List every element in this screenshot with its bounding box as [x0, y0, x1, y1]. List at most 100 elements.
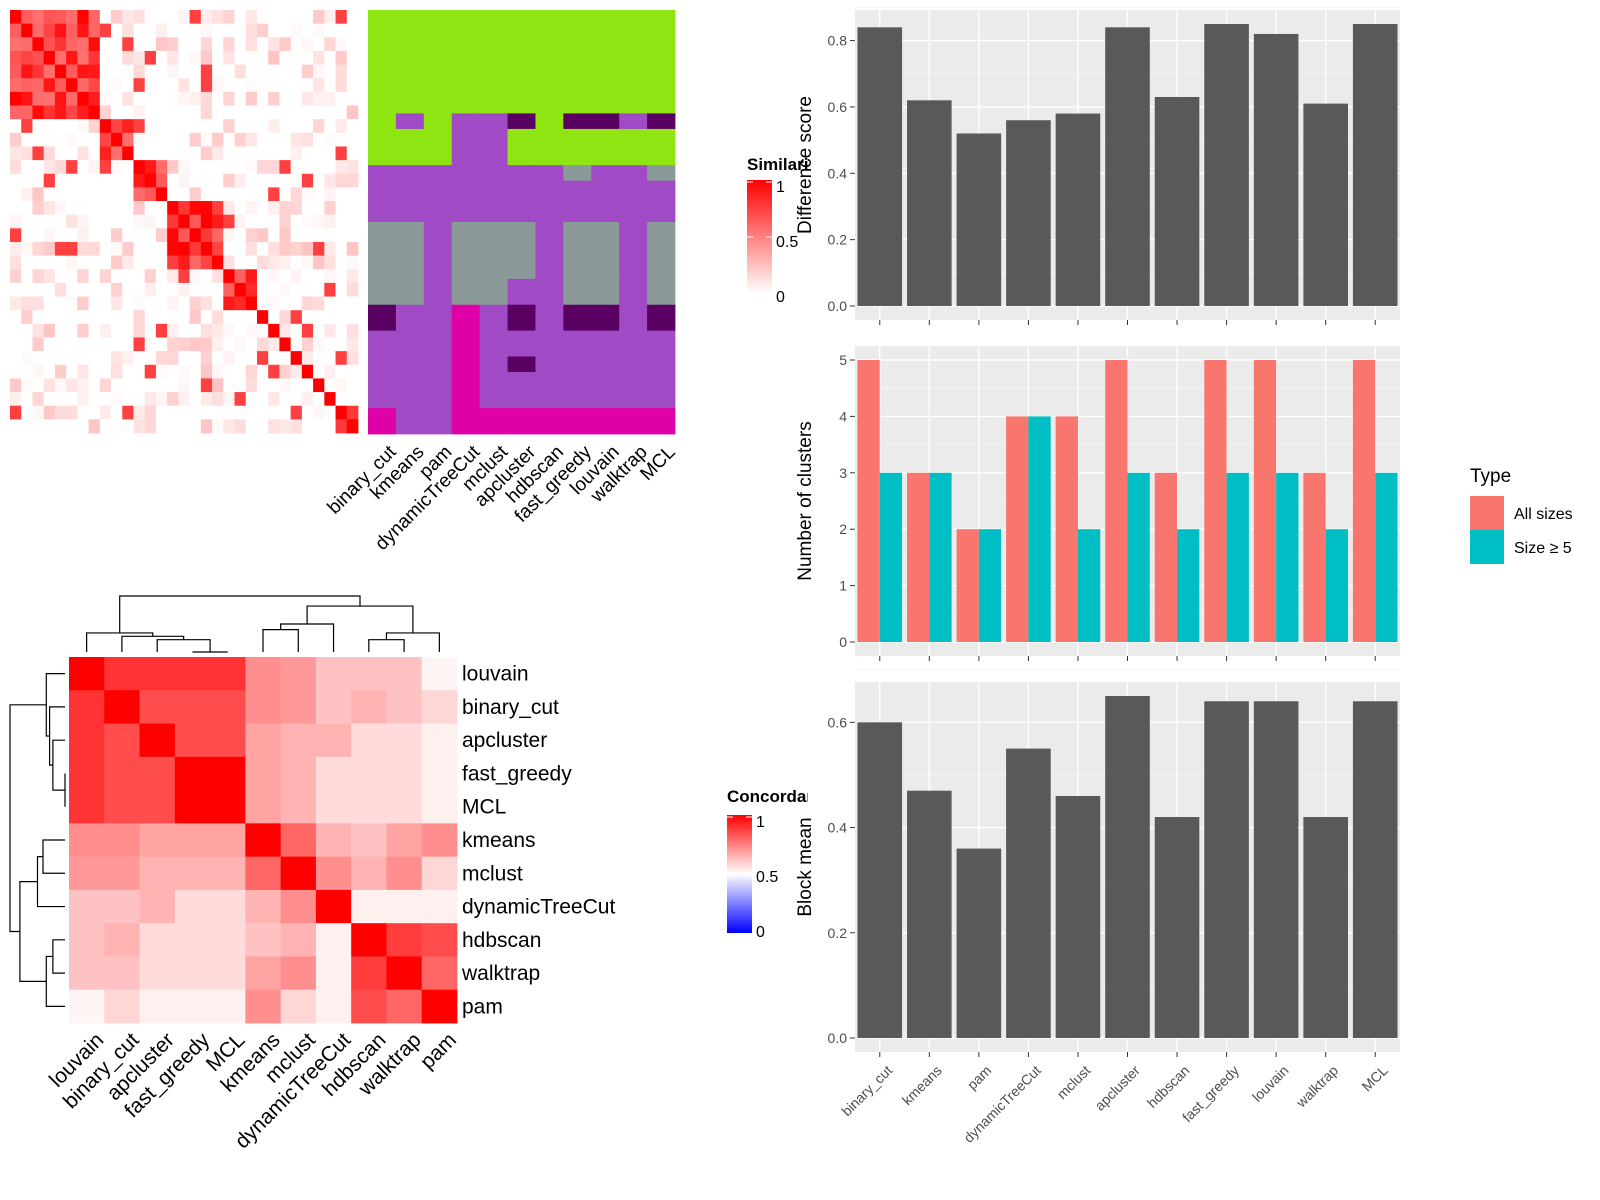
similarity-cell: [32, 91, 45, 106]
similarity-cell: [290, 146, 303, 161]
cluster-cell: [507, 113, 536, 130]
similarity-cell: [133, 405, 146, 420]
similarity-cell: [279, 296, 292, 311]
cluster-cell: [535, 330, 564, 357]
concordance-cell: [174, 723, 211, 758]
similarity-cell: [178, 337, 191, 352]
concordance-cell: [69, 956, 105, 991]
similarity-cell: [324, 173, 336, 188]
similarity-cell: [324, 310, 336, 325]
similarity-cell: [144, 146, 157, 161]
similarity-cell: [21, 364, 33, 379]
similarity-cell: [324, 10, 336, 25]
similarity-cell: [313, 160, 325, 175]
similarity-cell: [200, 296, 213, 311]
similarity-cell: [10, 78, 22, 93]
similarity-cell: [290, 105, 303, 120]
concordance-cell: [386, 723, 423, 758]
similarity-cell: [335, 50, 348, 65]
concordance-cell: [421, 690, 458, 724]
cluster-cell: [368, 356, 397, 373]
similarity-cell: [301, 64, 314, 79]
similarity-cell: [122, 105, 134, 120]
concordance-cell: [139, 756, 176, 791]
similarity-cell: [301, 269, 314, 284]
similarity-cell: [178, 10, 191, 25]
similarity-cell: [43, 351, 56, 366]
similarity-cell: [167, 173, 179, 188]
concordance-cell: [69, 989, 105, 1024]
similarity-cell: [21, 282, 33, 297]
y-tick-label: 1: [839, 578, 847, 594]
concordance-cell: [280, 956, 317, 991]
similarity-cell: [111, 269, 123, 284]
similarity-cell: [245, 405, 258, 420]
similarity-cell: [335, 241, 348, 257]
similarity-cell: [32, 146, 45, 161]
similarity-cell: [155, 64, 168, 79]
similarity-cell: [346, 241, 359, 257]
similarity-cell: [21, 214, 33, 229]
similarity-cell: [212, 351, 224, 366]
concordance-cell: [69, 923, 105, 957]
concordance-cell: [280, 790, 317, 824]
similarity-cell: [66, 351, 78, 366]
concordance-row-label: apcluster: [462, 729, 547, 752]
cluster-cell: [479, 330, 508, 357]
similarity-cell: [324, 91, 336, 106]
similarity-cell: [313, 37, 325, 52]
similarity-cell: [346, 91, 359, 106]
similarity-cell: [32, 405, 45, 420]
similarity-cell: [54, 160, 67, 175]
similarity-cell: [144, 241, 157, 257]
similarity-cell: [155, 310, 168, 325]
similarity-cell: [268, 269, 280, 284]
similarity-cell: [99, 419, 112, 434]
similarity-cell: [223, 173, 235, 188]
concordance-cell: [386, 956, 423, 991]
similarity-cell: [268, 351, 280, 366]
similarity-cell: [10, 119, 22, 134]
concordance-cell: [351, 823, 387, 858]
similarity-cell: [43, 228, 56, 243]
similarity-cell: [43, 173, 56, 188]
similarity-cell: [200, 351, 213, 366]
similarity-cell: [167, 64, 179, 79]
cluster-cell: [479, 356, 508, 373]
similarity-cell: [77, 23, 89, 38]
similarity-cell: [268, 282, 280, 297]
similarity-cell: [189, 119, 202, 134]
cluster-cell: [647, 222, 676, 280]
similarity-cell: [32, 337, 45, 352]
similarity-cell: [212, 78, 224, 93]
similarity-cell: [223, 405, 235, 420]
similarity-cell: [279, 392, 292, 407]
similarity-cell: [301, 310, 314, 325]
similarity-cell: [43, 119, 56, 134]
similarity-cell: [346, 214, 359, 229]
similarity-cell: [54, 37, 67, 52]
similarity-cell: [155, 160, 168, 175]
similarity-cell: [335, 132, 348, 147]
similarity-cell: [133, 364, 146, 379]
cluster-cell: [647, 304, 676, 331]
concordance-cell: [210, 923, 246, 957]
similarity-cell: [66, 187, 78, 202]
similarity-cell: [155, 241, 168, 257]
similarity-cell: [54, 187, 67, 202]
similarity-cell: [234, 405, 247, 420]
similarity-cell: [223, 78, 235, 93]
similarity-cell: [245, 91, 258, 106]
cluster-cell: [535, 408, 564, 435]
concordance-cell: [69, 889, 105, 924]
dendrogram-branch: [156, 639, 211, 652]
similarity-cell: [99, 23, 112, 38]
similarity-cell: [77, 201, 89, 216]
cluster-cell: [563, 128, 592, 166]
dendrogram-branch: [119, 595, 361, 633]
similarity-cell: [256, 378, 269, 393]
similarity-cell: [10, 337, 22, 352]
similarity-cell: [21, 201, 33, 216]
similarity-cell: [99, 64, 112, 79]
similarity-cell: [212, 282, 224, 297]
